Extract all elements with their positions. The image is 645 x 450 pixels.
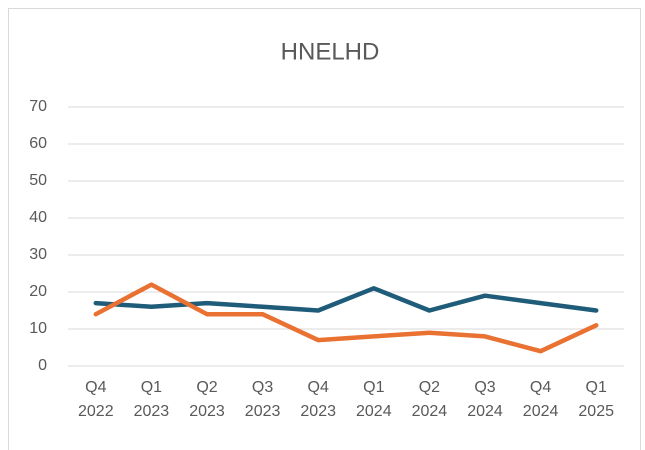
y-tick-label: 70 (29, 98, 47, 115)
x-tick-label: Q3 2023 (244, 379, 281, 420)
chart-title: HNELHD (281, 38, 380, 65)
y-tick-label: 0 (38, 357, 47, 374)
x-tick-label: Q3 2024 (467, 379, 503, 420)
x-tick-label: Q4 2023 (300, 379, 336, 420)
x-tick-label: Q2 2024 (411, 379, 448, 420)
line-series (93, 282, 599, 354)
y-tick-label: 30 (29, 246, 47, 263)
x-tick-label: Q1 2024 (356, 379, 392, 420)
chart-border (8, 8, 641, 450)
x-tick-label: Q1 2023 (133, 379, 170, 420)
y-tick-label: 60 (29, 135, 47, 152)
x-tick-label: Q2 2023 (189, 379, 225, 420)
x-tick-label: Q4 2024 (522, 379, 559, 420)
x-tick-label: Q1 2025 (578, 379, 614, 420)
y-tick-label: 10 (29, 320, 47, 337)
y-tick-label: 40 (29, 209, 47, 226)
y-tick-label: 20 (29, 283, 47, 300)
y-tick-label: 50 (29, 172, 47, 189)
x-tick-label: Q4 2022 (78, 379, 114, 420)
line-series (93, 286, 599, 313)
